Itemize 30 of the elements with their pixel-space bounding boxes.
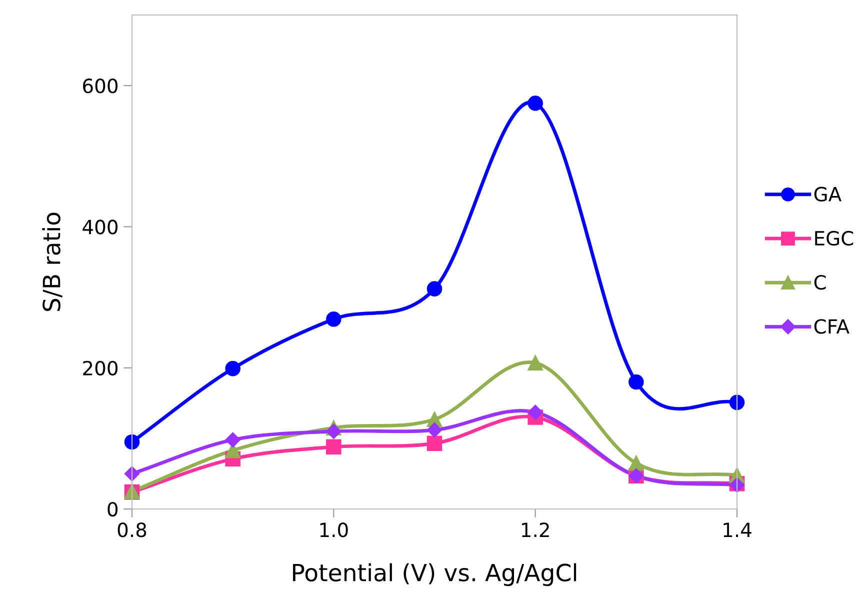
point bbox=[426, 436, 442, 452]
x-tick-label: 0.8 bbox=[118, 522, 146, 538]
y-axis-title: S/B ratio bbox=[42, 212, 62, 311]
x-axis-title: Potential (V) vs. Ag/AgCl bbox=[293, 563, 576, 586]
point bbox=[426, 281, 442, 296]
x-tick-label: 1.2 bbox=[522, 522, 549, 537]
point bbox=[124, 434, 140, 450]
x-tick-label: 1.4 bbox=[724, 522, 752, 537]
y-tick-label: 200 bbox=[83, 360, 118, 376]
point bbox=[528, 404, 543, 420]
point bbox=[628, 374, 644, 390]
y-tick-label: 0 bbox=[108, 502, 118, 517]
legend-label: GA bbox=[814, 186, 842, 202]
legend-label: CFA bbox=[814, 319, 850, 334]
y-tick-label: 400 bbox=[82, 220, 118, 234]
point bbox=[225, 432, 240, 448]
point bbox=[225, 360, 240, 376]
point bbox=[528, 355, 543, 371]
x-tick-label: 1.0 bbox=[320, 522, 348, 538]
y-tick-label: 600 bbox=[83, 78, 118, 94]
point bbox=[628, 455, 644, 471]
point bbox=[528, 96, 543, 111]
point bbox=[426, 422, 442, 438]
point bbox=[124, 466, 140, 482]
legend-label: C bbox=[814, 274, 826, 290]
legend-label: EGC bbox=[815, 230, 854, 246]
point bbox=[326, 439, 342, 455]
point bbox=[729, 394, 745, 410]
point bbox=[326, 312, 342, 327]
point bbox=[326, 424, 342, 439]
